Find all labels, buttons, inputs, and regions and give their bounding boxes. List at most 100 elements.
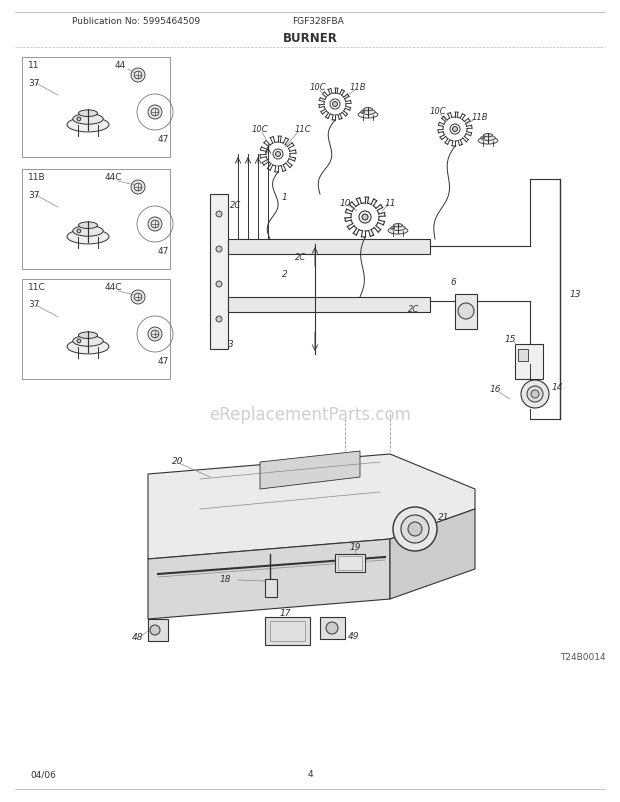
Ellipse shape (480, 136, 495, 141)
Text: 47: 47 (158, 247, 169, 256)
Bar (338, 557, 362, 570)
Ellipse shape (358, 112, 378, 119)
Text: 17: 17 (279, 609, 291, 618)
Circle shape (216, 212, 222, 217)
Text: 11B: 11B (350, 83, 366, 92)
Ellipse shape (478, 138, 498, 145)
Text: 04/06: 04/06 (30, 770, 56, 779)
Text: 48: 48 (132, 633, 144, 642)
Ellipse shape (484, 135, 492, 138)
Bar (518, 350, 528, 362)
Bar (455, 294, 477, 330)
Ellipse shape (79, 223, 97, 229)
Ellipse shape (361, 110, 375, 115)
Circle shape (527, 387, 543, 403)
Circle shape (216, 282, 222, 288)
Circle shape (521, 380, 549, 408)
Circle shape (408, 522, 422, 537)
Ellipse shape (73, 336, 103, 346)
Circle shape (148, 106, 162, 119)
Circle shape (148, 327, 162, 342)
Circle shape (393, 228, 394, 229)
Text: 37: 37 (28, 190, 40, 199)
Bar (210, 195, 228, 350)
Circle shape (458, 304, 474, 320)
Circle shape (216, 247, 222, 253)
Text: 11B: 11B (472, 113, 489, 123)
Text: 47: 47 (158, 136, 169, 144)
Bar (335, 554, 365, 573)
Text: 20: 20 (172, 457, 184, 466)
Text: 21: 21 (438, 512, 450, 522)
Ellipse shape (363, 108, 373, 111)
Circle shape (150, 626, 160, 635)
Text: 11C: 11C (295, 125, 312, 134)
Circle shape (77, 118, 81, 122)
Bar (228, 298, 430, 313)
Text: 10C: 10C (252, 125, 268, 134)
Text: 16: 16 (489, 385, 501, 394)
Bar (22, 170, 170, 269)
Bar (270, 622, 305, 642)
Text: 3: 3 (228, 340, 234, 349)
Text: 4: 4 (307, 770, 313, 779)
Text: T24B0014: T24B0014 (560, 653, 606, 662)
Text: 18: 18 (219, 575, 231, 584)
Ellipse shape (67, 118, 109, 133)
Text: 44C: 44C (105, 173, 123, 182)
Ellipse shape (73, 115, 103, 125)
Circle shape (483, 138, 485, 140)
Text: FGF328FBA: FGF328FBA (292, 18, 344, 26)
Circle shape (326, 622, 338, 634)
Bar (320, 618, 345, 639)
Bar (148, 619, 168, 642)
Text: 2: 2 (282, 270, 288, 279)
Ellipse shape (67, 340, 109, 354)
Bar (515, 345, 543, 379)
Text: 49: 49 (348, 632, 360, 641)
Text: 37: 37 (28, 79, 40, 87)
Text: 14: 14 (552, 383, 564, 392)
Circle shape (275, 152, 280, 157)
Ellipse shape (67, 230, 109, 245)
Ellipse shape (391, 226, 405, 231)
Polygon shape (148, 539, 390, 619)
Bar (228, 240, 430, 255)
Circle shape (131, 69, 145, 83)
Text: 37: 37 (28, 300, 40, 309)
Circle shape (332, 103, 337, 107)
Text: 11: 11 (385, 198, 397, 207)
Circle shape (131, 180, 145, 195)
Text: 11: 11 (28, 62, 40, 71)
Bar (22, 58, 170, 158)
Text: 11B: 11B (28, 173, 46, 182)
Text: 2C: 2C (408, 305, 419, 314)
Circle shape (363, 111, 365, 114)
Text: 13: 13 (570, 290, 582, 299)
Text: Publication No: 5995464509: Publication No: 5995464509 (72, 18, 200, 26)
Text: 19: 19 (349, 543, 361, 552)
Circle shape (77, 229, 81, 233)
Circle shape (216, 317, 222, 322)
Text: 2C: 2C (295, 253, 306, 262)
Text: 44C: 44C (105, 283, 123, 292)
Text: eReplacementParts.com: eReplacementParts.com (209, 406, 411, 423)
Text: 1: 1 (282, 193, 288, 202)
Circle shape (131, 290, 145, 305)
Text: 10: 10 (340, 198, 352, 207)
Polygon shape (390, 509, 475, 599)
Text: 47: 47 (158, 357, 169, 366)
Ellipse shape (73, 226, 103, 237)
Circle shape (393, 508, 437, 551)
Text: 6: 6 (450, 278, 456, 287)
Polygon shape (148, 455, 475, 559)
Text: 2C: 2C (230, 200, 241, 209)
Bar (265, 618, 310, 645)
Circle shape (401, 516, 429, 543)
Text: 11C: 11C (28, 283, 46, 292)
Text: 44: 44 (115, 62, 126, 71)
Circle shape (148, 217, 162, 232)
Text: 10C: 10C (430, 107, 446, 116)
Polygon shape (260, 452, 360, 489)
Circle shape (77, 339, 81, 343)
